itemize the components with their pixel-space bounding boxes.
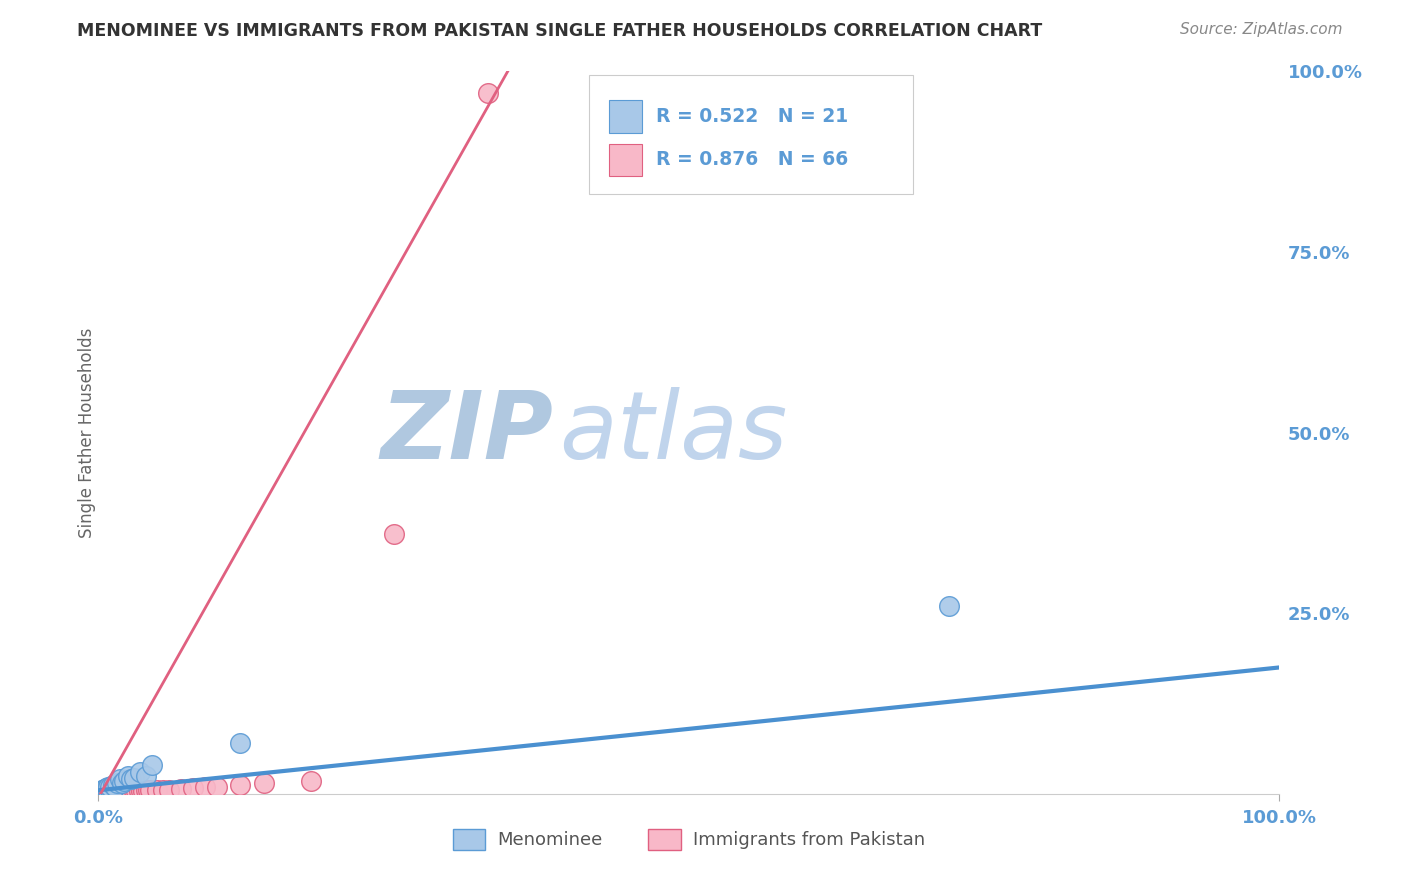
Point (111, 785, 134, 799)
Point (91, 783, 114, 797)
Point (89, 785, 111, 799)
Point (98, 784, 121, 798)
Point (105, 776, 128, 790)
Point (194, 780, 217, 795)
Text: ZIP: ZIP (380, 386, 553, 479)
Point (93, 785, 115, 799)
Point (253, 776, 276, 790)
Point (107, 785, 129, 799)
Point (104, 780, 127, 794)
Point (103, 785, 125, 799)
Point (96, 785, 118, 799)
Point (104, 785, 127, 799)
Point (101, 785, 124, 799)
Point (125, 784, 148, 798)
Point (100, 785, 122, 799)
Point (98, 780, 121, 794)
Point (139, 783, 162, 797)
Point (98, 785, 121, 799)
Point (112, 785, 135, 799)
Point (118, 785, 141, 799)
Point (938, 599, 960, 613)
Point (98, 785, 121, 799)
FancyBboxPatch shape (609, 100, 641, 133)
Legend: Menominee, Immigrants from Pakistan: Menominee, Immigrants from Pakistan (446, 822, 932, 857)
Point (229, 778, 252, 792)
Point (141, 758, 163, 772)
Point (108, 772, 131, 787)
Point (98, 785, 121, 799)
Point (152, 782, 174, 797)
Point (91, 785, 114, 799)
Text: atlas: atlas (560, 387, 787, 478)
Point (97, 780, 120, 795)
Text: R = 0.876   N = 66: R = 0.876 N = 66 (655, 150, 848, 169)
Point (93, 785, 115, 799)
FancyBboxPatch shape (589, 75, 914, 194)
Point (128, 784, 150, 798)
Point (170, 781, 193, 796)
Text: Source: ZipAtlas.com: Source: ZipAtlas.com (1180, 22, 1343, 37)
Point (135, 783, 157, 797)
Point (136, 783, 159, 797)
Point (91, 784, 114, 798)
Point (94, 781, 117, 796)
Point (105, 785, 128, 799)
Point (122, 784, 145, 798)
Point (94, 785, 117, 799)
Point (105, 785, 128, 799)
Point (110, 785, 132, 799)
Point (105, 785, 128, 799)
Point (132, 784, 155, 798)
Point (205, 780, 228, 794)
Point (129, 784, 152, 798)
Point (101, 785, 124, 799)
Point (90, 784, 112, 798)
Point (112, 785, 135, 799)
Point (181, 781, 204, 796)
Point (100, 785, 122, 799)
Point (91, 782, 114, 797)
Point (101, 778, 124, 792)
Point (121, 785, 143, 799)
Point (135, 769, 157, 783)
FancyBboxPatch shape (609, 144, 641, 176)
Point (128, 765, 150, 780)
Point (91, 785, 114, 799)
Point (157, 782, 180, 797)
Point (115, 785, 138, 799)
Point (103, 785, 125, 799)
Point (96, 785, 118, 799)
Point (477, 86, 499, 100)
Point (105, 785, 128, 799)
Point (146, 783, 169, 797)
Point (115, 785, 138, 799)
Point (94, 785, 117, 799)
Point (111, 785, 134, 799)
Point (382, 526, 405, 541)
Point (97, 785, 120, 799)
Point (91, 785, 114, 799)
Point (121, 772, 143, 787)
Point (108, 785, 131, 799)
Text: MENOMINEE VS IMMIGRANTS FROM PAKISTAN SINGLE FATHER HOUSEHOLDS CORRELATION CHART: MENOMINEE VS IMMIGRANTS FROM PAKISTAN SI… (77, 22, 1043, 40)
Point (98, 785, 121, 799)
Point (108, 785, 131, 799)
Text: R = 0.522   N = 21: R = 0.522 N = 21 (655, 107, 848, 126)
Point (229, 736, 252, 750)
Point (90, 785, 112, 799)
Point (93, 784, 115, 798)
Point (112, 773, 135, 788)
Point (122, 771, 145, 785)
Point (110, 785, 132, 799)
Point (97, 784, 120, 798)
Point (107, 785, 129, 799)
Point (104, 785, 127, 799)
Point (111, 776, 134, 790)
Point (299, 773, 322, 788)
Y-axis label: Single Father Households: Single Father Households (79, 327, 96, 538)
Point (117, 769, 139, 783)
Point (96, 781, 118, 796)
